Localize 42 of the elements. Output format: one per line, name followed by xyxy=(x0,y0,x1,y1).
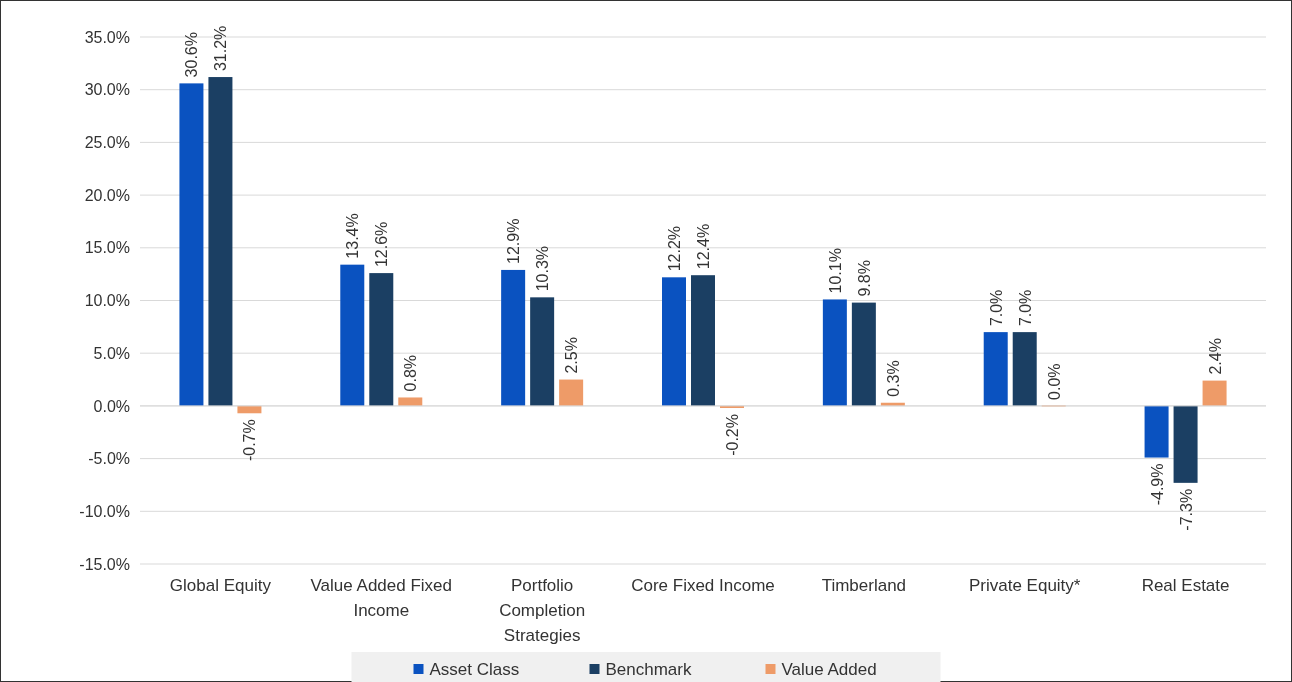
legend-label: Asset Class xyxy=(429,659,520,679)
data-label: 10.3% xyxy=(534,245,552,292)
data-label: 12.9% xyxy=(505,218,523,264)
data-label: 31.2% xyxy=(212,25,230,72)
x-tick-label: Core Fixed Income xyxy=(631,576,775,595)
y-tick-label: 10.0% xyxy=(84,292,130,310)
y-tick-label: 35.0% xyxy=(84,28,130,46)
y-tick-label: 5.0% xyxy=(93,344,130,362)
data-label: 7.0% xyxy=(987,289,1005,327)
data-label: 12.6% xyxy=(373,221,391,268)
y-tick-label: 0.0% xyxy=(93,397,130,415)
data-label: 12.4% xyxy=(695,223,712,270)
x-tick-label: Private Equity* xyxy=(968,576,1081,595)
data-label: 13.4% xyxy=(344,213,362,259)
data-label: 0.3% xyxy=(884,360,902,397)
data-label: -0.7% xyxy=(241,419,259,462)
y-tick-label: -15.0% xyxy=(79,555,130,573)
legend-label: Value Added xyxy=(781,659,877,679)
data-label: 12.2% xyxy=(666,225,683,272)
x-tick-label: Timberland xyxy=(821,576,907,595)
y-tick-label: 25.0% xyxy=(84,134,130,151)
data-label: 0.8% xyxy=(402,355,420,392)
y-tick-label: 15.0% xyxy=(84,239,130,257)
y-tick-label: 20.0% xyxy=(84,186,130,204)
x-tick-label: Global Equity xyxy=(169,576,272,595)
data-label: 10.1% xyxy=(826,248,844,294)
data-label: -4.9% xyxy=(1148,463,1166,506)
data-label: 30.6% xyxy=(183,32,201,78)
x-tick-label: Value Added Fixed Income xyxy=(310,576,453,620)
data-label: 2.4% xyxy=(1206,338,1224,375)
y-tick-label: -5.0% xyxy=(88,450,130,468)
data-label: 2.5% xyxy=(563,337,581,374)
data-label: 9.8% xyxy=(855,260,873,297)
legend-label: Benchmark xyxy=(605,659,692,679)
y-tick-label: 30.0% xyxy=(84,81,130,99)
data-label: 0.0% xyxy=(1045,363,1063,400)
y-tick-label: -10.0% xyxy=(79,502,130,520)
data-label: -0.2% xyxy=(724,414,741,456)
x-tick-label: Portfolio Completion Strategies xyxy=(499,576,586,645)
data-label: -7.3% xyxy=(1177,488,1195,531)
data-label: 7.0% xyxy=(1016,289,1034,327)
x-tick-label: Real Estate xyxy=(1141,576,1230,595)
